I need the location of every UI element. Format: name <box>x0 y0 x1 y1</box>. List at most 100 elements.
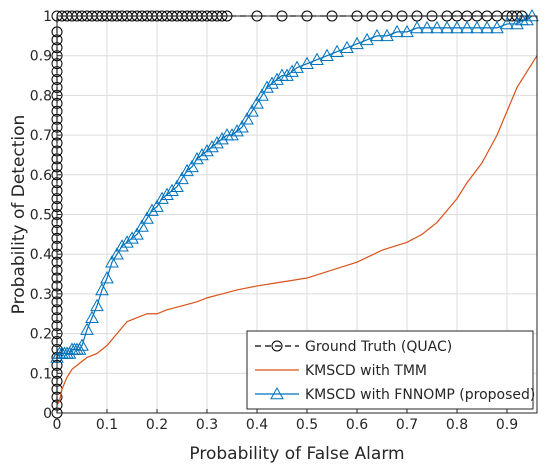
x-tick-label: 0.5 <box>296 417 318 433</box>
data-point-triangle <box>310 52 324 65</box>
data-point-triangle <box>300 56 314 69</box>
data-point-triangle <box>255 88 269 101</box>
data-point-triangle <box>210 136 224 149</box>
x-tick-label: 0 <box>53 417 62 433</box>
data-point-triangle <box>250 96 264 109</box>
data-point-triangle <box>340 40 354 54</box>
data-point-triangle <box>180 163 194 177</box>
legend: Ground Truth (QUAC) KMSCD with TMM KMSCD w… <box>246 330 535 410</box>
data-point-triangle <box>155 191 169 204</box>
data-point-triangle <box>190 151 204 165</box>
series-2 <box>56 55 538 406</box>
data-point-triangle <box>90 298 104 312</box>
legend-item: KMSCD with TMM <box>255 363 427 379</box>
legend-label: KMSCD with TMM <box>305 363 427 379</box>
data-point-triangle <box>285 64 299 77</box>
data-point-triangle <box>280 68 294 81</box>
series-line <box>56 15 533 358</box>
legend-item: KMSCD with FNNOMP (proposed) <box>255 386 535 403</box>
data-point-triangle <box>235 120 249 133</box>
data-point-triangle <box>360 32 374 46</box>
x-axis-title: Probability of False Alarm <box>189 444 404 464</box>
data-point-triangle <box>330 44 344 58</box>
data-point-triangle <box>370 28 384 42</box>
data-point-triangle <box>500 16 514 30</box>
y-tick-label: 0.4 <box>30 247 52 263</box>
y-tick-label: 0.8 <box>30 88 52 104</box>
x-tick-label: 0.8 <box>446 417 468 433</box>
data-point-circle <box>271 340 283 352</box>
tick-labels: 0 0.1 0.2 0.3 0.4 0.5 0.6 0.7 0.8 0.9 0 0.1 0.2 0.3 0.… <box>30 9 518 433</box>
data-point-triangle <box>75 338 89 351</box>
data-point-triangle <box>320 48 334 61</box>
data-point-triangle <box>290 60 304 73</box>
data-point-triangle <box>400 24 414 38</box>
data-point-triangle <box>490 20 504 34</box>
data-point-triangle <box>240 112 254 125</box>
y-tick-label: 1 <box>43 9 52 25</box>
data-point-triangle <box>390 24 404 38</box>
legend-label: KMSCD with FNNOMP (proposed) <box>305 387 535 403</box>
y-tick-label: 0.5 <box>30 208 52 224</box>
data-point-triangle <box>80 322 94 335</box>
x-tick-label: 0.2 <box>146 417 168 433</box>
data-point-triangle <box>140 211 154 224</box>
x-tick-label: 0.1 <box>96 417 118 433</box>
x-tick-label: 0.7 <box>396 417 418 433</box>
series-line <box>56 55 538 406</box>
data-point-triangle <box>420 20 434 34</box>
data-point-triangle <box>135 219 149 232</box>
y-tick-label: 0.2 <box>30 327 52 343</box>
y-tick-label: 0.7 <box>30 128 52 144</box>
x-tick-label: 0.3 <box>196 417 218 433</box>
data-point-triangle <box>450 20 464 34</box>
data-point-triangle <box>470 20 484 34</box>
data-point-triangle <box>430 20 444 34</box>
data-point-triangle <box>460 20 474 34</box>
y-tick-label: 0.9 <box>30 49 52 65</box>
data-point-triangle <box>270 72 284 85</box>
legend-item: Ground Truth (QUAC) <box>255 339 452 355</box>
data-point-triangle <box>175 171 189 185</box>
legend-label: Ground Truth (QUAC) <box>305 339 452 355</box>
y-tick-label: 0.1 <box>30 366 52 382</box>
plot-frame <box>56 15 538 414</box>
data-point-triangle <box>165 183 179 196</box>
data-point-triangle <box>410 20 424 34</box>
x-tick-label: 0.4 <box>246 417 268 433</box>
data-point-triangle <box>440 20 454 34</box>
y-tick-label: 0.6 <box>30 168 52 184</box>
data-point-triangle <box>105 255 119 268</box>
data-point-triangle <box>265 76 279 89</box>
data-point-triangle <box>120 235 134 248</box>
data-point-triangle <box>260 80 274 93</box>
data-point-triangle <box>125 231 139 244</box>
data-point-triangle <box>150 199 164 212</box>
data-point-triangle <box>130 227 144 240</box>
data-point-triangle <box>380 28 394 42</box>
data-point-triangle <box>245 104 259 117</box>
x-tick-label: 0.9 <box>496 417 518 433</box>
data-point-triangle <box>185 159 199 173</box>
data-point-triangle <box>225 128 239 141</box>
y-axis-title: Probability of Detection <box>9 115 29 315</box>
data-point-triangle <box>110 247 124 260</box>
data-point-triangle <box>170 179 184 193</box>
data-point-triangle <box>145 203 159 216</box>
data-point-triangle <box>215 132 229 145</box>
y-tick-label: 0 <box>43 406 52 422</box>
data-point-triangle <box>205 139 219 153</box>
data-point-triangle <box>115 239 129 252</box>
data-point-triangle <box>160 187 174 200</box>
data-point-triangle <box>520 12 534 26</box>
data-point-triangle <box>95 282 109 296</box>
data-point-triangle <box>350 36 364 50</box>
data-point-triangle <box>480 20 494 34</box>
data-point-triangle <box>510 16 524 30</box>
data-point-triangle <box>525 8 539 22</box>
series-3 <box>50 8 539 363</box>
data-point-triangle <box>230 124 244 137</box>
data-point-triangle <box>100 270 114 284</box>
